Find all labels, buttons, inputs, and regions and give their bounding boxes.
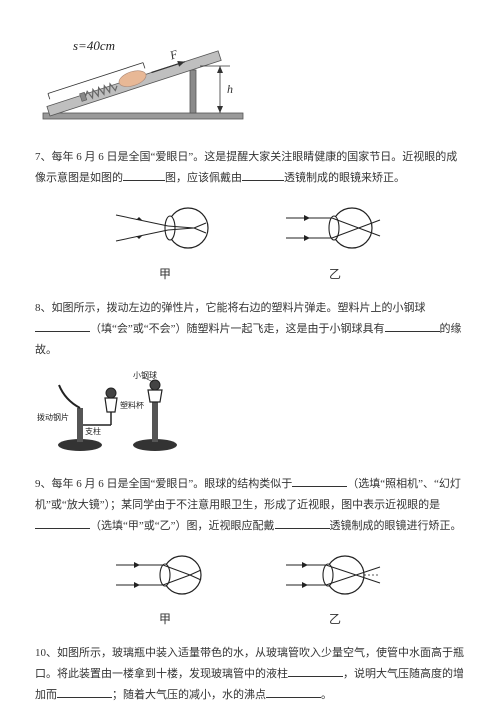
q9-blank-1: [292, 478, 347, 488]
eye-left-svg-2: [110, 549, 220, 601]
spring-device-svg: 小钢球 塑料杯 拨动钢片 支柱: [35, 370, 205, 455]
q9-blank-2: [35, 519, 90, 529]
question-10: 10、如图所示，玻璃瓶中装入适量带色的水，从玻璃管吹入少量空气，使管中水面高于瓶…: [35, 643, 465, 706]
q7-mid: 图，应该佩戴由: [165, 172, 242, 184]
q8-blank-1: [35, 322, 90, 332]
q8-hint1: （填“会”或“不会”）随塑料片一起飞走，这是由于小钢球具有: [90, 323, 385, 335]
q7-blank-2: [242, 171, 284, 181]
eye-right-svg-2: [280, 549, 390, 601]
question-8: 8、如图所示，拨动左边的弹性片，它能将右边的塑料片弹走。塑料片上的小钢球 （填“会…: [35, 298, 465, 361]
q8-blank-2: [385, 322, 440, 332]
q10-blank-3: [266, 688, 321, 698]
eye-label-left-1: 甲: [110, 265, 220, 282]
eye-label-right-1: 乙: [280, 265, 390, 282]
q10-suffix: 。: [321, 689, 332, 701]
incline-svg: F h s=40cm: [35, 28, 255, 128]
q9-prefix: 9、每年 6 月 6 日是全国“爱眼日”。眼球的结构类似于: [35, 478, 292, 490]
eye-left-svg: [110, 201, 220, 256]
q8-prefix: 8、如图所示，拨动左边的弹性片，它能将右边的塑料片弹走。塑料片上的小钢球: [35, 302, 426, 314]
question-9: 9、每年 6 月 6 日是全国“爱眼日”。眼球的结构类似于（选填“照相机”、“幻…: [35, 474, 465, 537]
figure-incline: F h s=40cm: [35, 28, 465, 133]
svg-text:塑料杯: 塑料杯: [120, 400, 144, 410]
f-label: F: [167, 47, 180, 63]
q7-blank-1: [123, 171, 165, 181]
q10-blank-2: [57, 688, 112, 698]
s-label: s=40cm: [73, 38, 115, 53]
question-7: 7、每年 6 月 6 日是全国“爱眼日”。这是提醒大家关注眼睛健康的国家节日。近…: [35, 147, 465, 189]
q9-suffix: 透镜制成的眼镜进行矫正。: [330, 520, 462, 532]
svg-text:拨动钢片: 拨动钢片: [37, 412, 69, 422]
q9-hint2: （选填“甲”或“乙”）图，近视眼应配戴: [90, 520, 275, 532]
eye-label-left-2: 甲: [110, 610, 220, 627]
eye-label-right-2: 乙: [280, 610, 390, 627]
q10-mid2: ；随着大气压的减小，水的沸点: [112, 689, 266, 701]
eye-right-svg: [280, 201, 390, 256]
h-label: h: [227, 82, 233, 96]
svg-text:支柱: 支柱: [85, 426, 101, 436]
svg-text:小钢球: 小钢球: [133, 370, 157, 380]
figure-eyes-2: 甲 乙: [35, 549, 465, 627]
figure-spring-device: 小钢球 塑料杯 拨动钢片 支柱: [35, 370, 465, 460]
q7-suffix: 透镜制成的眼镜来矫正。: [284, 172, 405, 184]
q10-blank-1: [288, 667, 343, 677]
q9-blank-3: [275, 519, 330, 529]
figure-eyes-1: 甲 乙: [35, 201, 465, 282]
